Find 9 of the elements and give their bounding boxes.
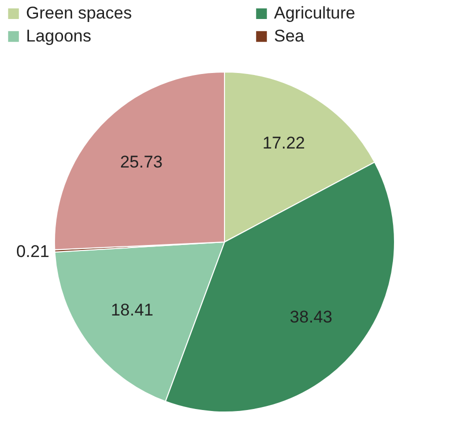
data-label: 38.43 <box>290 308 332 327</box>
legend-label: Sea <box>274 26 305 46</box>
data-label: 18.41 <box>110 300 154 320</box>
data-label: 25.73 <box>120 152 163 172</box>
legend-label: Green spaces <box>26 4 132 23</box>
legend-label: Agriculture <box>274 4 356 23</box>
data-label: 0.21 <box>16 242 50 262</box>
legend-label: Lagoons <box>26 26 92 46</box>
data-label: 17.22 <box>262 133 305 152</box>
